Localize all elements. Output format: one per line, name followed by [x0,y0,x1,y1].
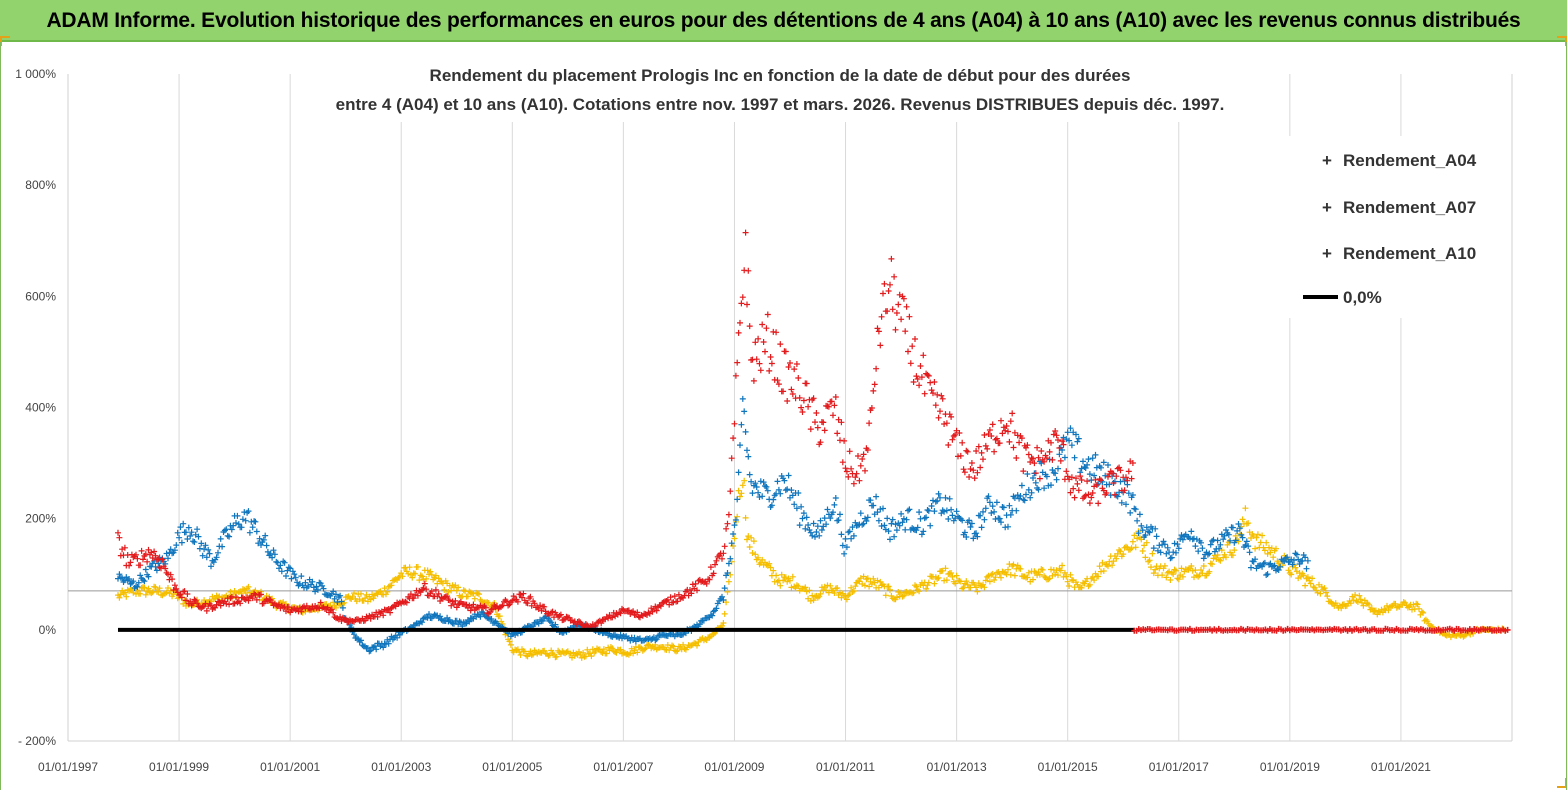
x-tick-label: 01/01/2009 [704,760,764,774]
y-tick-label: 200% [25,512,56,526]
legend-label-zero: 0,0% [1343,288,1382,307]
series-marks [115,229,1509,661]
y-tick-label: 1 000% [15,67,56,81]
y-tick-label: 400% [25,401,56,415]
tail-series-Rendement_A10 [1131,625,1511,634]
x-tick-label: 01/01/2005 [482,760,542,774]
corner-handle-top-left[interactable] [0,36,10,46]
x-tick-label: 01/01/2021 [1371,760,1431,774]
series-Rendement_A04 [115,477,1509,661]
y-tick-label: 600% [25,289,56,303]
chart-title-line-2: entre 4 (A04) et 10 ans (A10). Cotations… [336,95,1225,114]
x-tick-label: 01/01/2015 [1038,760,1098,774]
legend-label-a04: Rendement_A04 [1343,151,1477,170]
x-tick-label: 01/01/2017 [1149,760,1209,774]
page-title: ADAM Informe. Evolution historique des p… [46,9,1521,32]
x-tick-label: 01/01/2019 [1260,760,1320,774]
x-tick-label: 01/01/2007 [593,760,653,774]
series-Rendement_A07 [115,395,1311,655]
chart-title-background [330,60,1260,122]
legend-label-a10: Rendement_A10 [1343,244,1476,263]
legend: + Rendement_A04 + Rendement_A07 + Rendem… [1285,136,1507,318]
x-tick-label: 01/01/2001 [260,760,320,774]
tail-series-marks [1131,625,1511,634]
chart-title-line-1: Rendement du placement Prologis Inc en f… [430,66,1131,85]
series-Rendement_A10 [115,229,1136,632]
legend-label-a07: Rendement_A07 [1343,198,1476,217]
y-axis-ticks: - 200% 0% 200% 400% 600% 800% 1 000% [15,67,56,748]
y-tick-label: 0% [39,623,57,637]
y-tick-label: - 200% [18,734,56,748]
corner-handle-top-right[interactable] [1557,36,1567,46]
x-axis-ticks: 01/01/1997 01/01/1999 01/01/2001 01/01/2003… [38,760,1431,774]
legend-background [1285,136,1507,318]
header-banner: ADAM Informe. Evolution historique des p… [0,0,1567,42]
x-tick-label: 01/01/2013 [927,760,987,774]
x-tick-label: 01/01/1999 [149,760,209,774]
x-tick-label: 01/01/1997 [38,760,98,774]
y-tick-label: 800% [25,178,56,192]
legend-marker-a07: + [1322,198,1332,217]
x-tick-label: 01/01/2011 [816,760,875,774]
legend-marker-a04: + [1322,151,1332,170]
x-tick-label: 01/01/2003 [371,760,431,774]
legend-marker-a10: + [1322,244,1332,263]
